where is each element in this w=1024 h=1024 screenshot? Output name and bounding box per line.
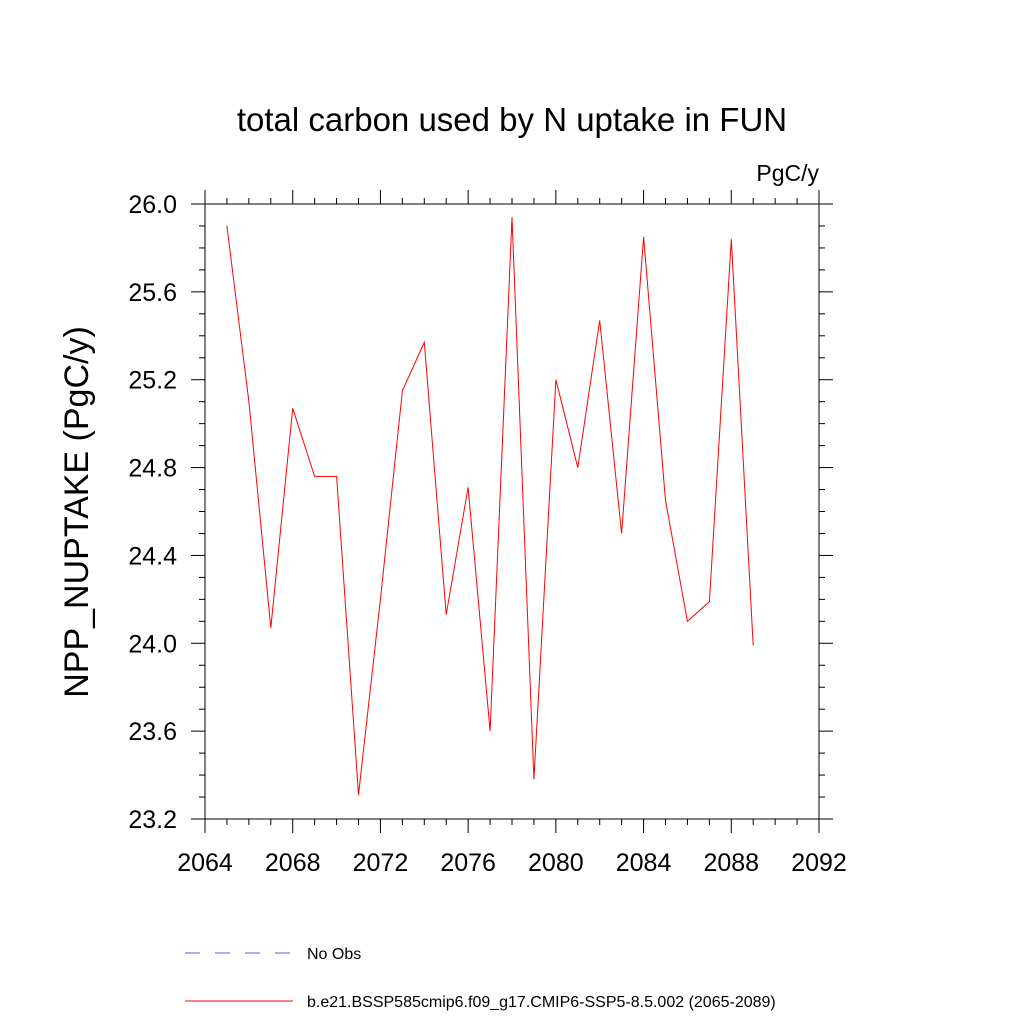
x-tick-label: 2072 bbox=[353, 849, 409, 877]
plot-frame bbox=[204, 203, 820, 820]
y-tick-label: 24.8 bbox=[128, 455, 177, 483]
series-layer bbox=[226, 217, 754, 795]
x-tick-label: 2064 bbox=[177, 849, 233, 877]
legend-label-model-run: b.e21.BSSP585cmip6.f09_g17.CMIP6-SSP5-8.… bbox=[307, 994, 776, 1011]
chart-title: total carbon used by N uptake in FUN bbox=[237, 101, 787, 138]
x-tick-label: 2080 bbox=[528, 849, 584, 877]
plot-border bbox=[204, 203, 820, 820]
x-tick-label: 2088 bbox=[703, 849, 759, 877]
y-tick-label: 23.6 bbox=[128, 718, 177, 746]
series-line bbox=[226, 217, 754, 795]
y-tick-label: 24.4 bbox=[128, 542, 177, 570]
y-axis: 23.2 23.6 24.0 24.4 24.8 25.2 25.6 26.0 bbox=[128, 191, 833, 834]
y-tick-label: 25.2 bbox=[128, 367, 177, 395]
y-tick-label: 26.0 bbox=[128, 191, 177, 219]
y-tick-label: 23.2 bbox=[128, 806, 177, 834]
units-label: PgC/y bbox=[756, 160, 819, 186]
y-axis-label: NPP_NUPTAKE (PgC/y) bbox=[58, 326, 96, 698]
x-tick-label: 2076 bbox=[440, 849, 496, 877]
x-tick-label: 2068 bbox=[265, 849, 321, 877]
y-tick-label: 25.6 bbox=[128, 279, 177, 307]
x-tick-label: 2092 bbox=[791, 849, 847, 877]
x-tick-label: 2084 bbox=[616, 849, 672, 877]
x-axis: 2064 2068 2072 2076 2080 2084 2088 2092 bbox=[177, 190, 847, 877]
y-tick-label: 24.0 bbox=[128, 630, 177, 658]
legend: No Obs b.e21.BSSP585cmip6.f09_g17.CMIP6-… bbox=[185, 946, 776, 1011]
legend-label-no-obs: No Obs bbox=[307, 946, 361, 963]
